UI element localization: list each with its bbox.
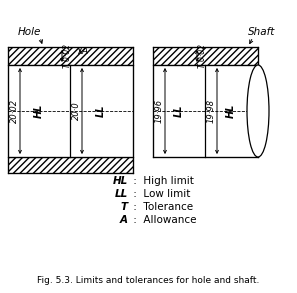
Text: 19·96: 19·96 <box>154 99 164 123</box>
Text: :  Tolerance: : Tolerance <box>130 202 193 212</box>
Text: T 0·02: T 0·02 <box>198 44 207 68</box>
Text: HL: HL <box>34 104 44 118</box>
Text: 20·02: 20·02 <box>10 99 18 123</box>
Text: HL: HL <box>113 176 128 186</box>
Ellipse shape <box>247 65 269 157</box>
Text: Shaft: Shaft <box>248 27 275 37</box>
Text: LL: LL <box>115 189 128 199</box>
Text: LL: LL <box>96 105 106 117</box>
Bar <box>153 65 258 157</box>
Bar <box>8 157 133 173</box>
Text: T 0·02: T 0·02 <box>63 44 72 68</box>
Bar <box>153 47 258 65</box>
Text: Hole: Hole <box>18 27 41 37</box>
Bar <box>8 65 133 157</box>
Text: :  Low limit: : Low limit <box>130 189 190 199</box>
Text: A: A <box>81 47 87 55</box>
Text: LL: LL <box>174 105 184 117</box>
Text: A: A <box>120 215 128 225</box>
Text: :  Allowance: : Allowance <box>130 215 197 225</box>
Text: 20·0: 20·0 <box>72 102 80 120</box>
Text: :  High limit: : High limit <box>130 176 194 186</box>
Text: HL: HL <box>226 104 236 118</box>
Text: 19·98: 19·98 <box>206 99 216 123</box>
Text: Fig. 5.3. Limits and tolerances for hole and shaft.: Fig. 5.3. Limits and tolerances for hole… <box>37 276 259 285</box>
Text: T: T <box>121 202 128 212</box>
Bar <box>8 47 133 65</box>
